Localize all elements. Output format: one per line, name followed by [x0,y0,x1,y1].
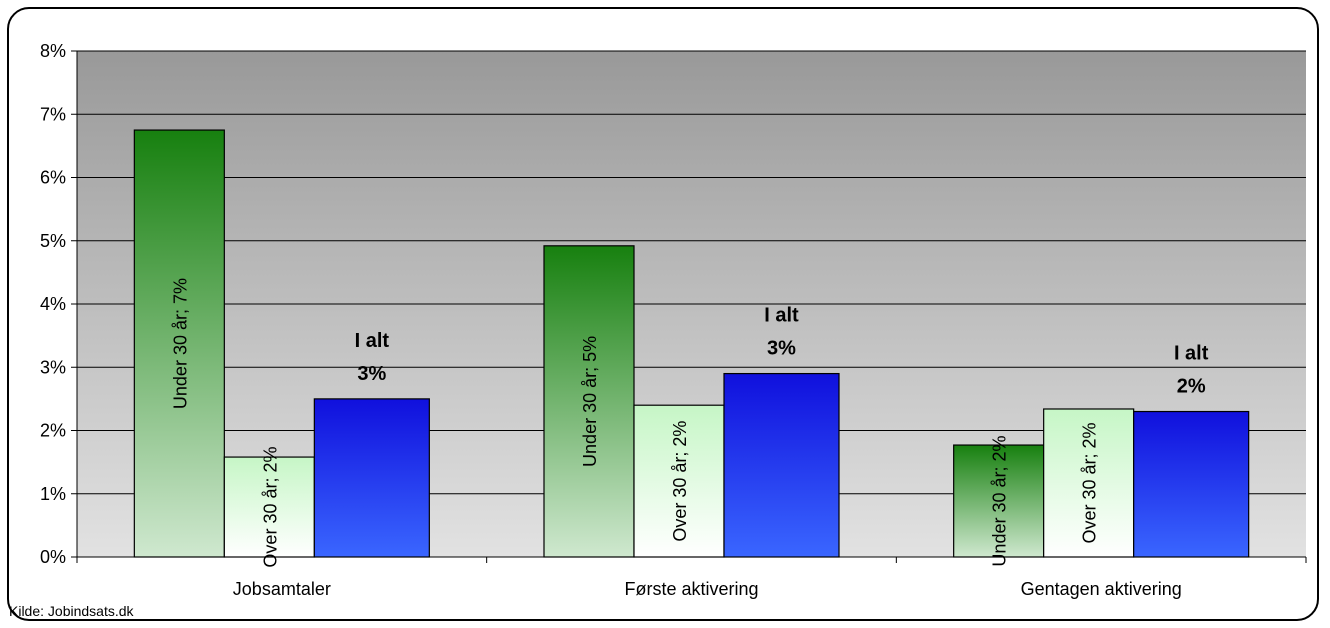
bar-data-label: Over 30 år; 2% [670,421,690,542]
y-tick-label: 3% [40,357,66,377]
y-tick-label: 8% [40,41,66,61]
y-tick-label: 5% [40,231,66,251]
y-tick-label: 1% [40,484,66,504]
y-tick-label: 0% [40,547,66,567]
bar-under-30-r-3 [953,444,1045,558]
y-tick-label: 7% [40,104,66,124]
total-label-name: I alt [355,330,390,352]
total-label-name: I alt [764,305,799,327]
bar-i-alt-3 [1133,410,1250,558]
bar-labels: Under 30 år; 7% Over 30 år; 2% I alt 3% Unde… [170,278,1208,568]
source-note: Kilde: Jobindsats.dk [9,603,134,619]
category-label: Første aktivering [624,579,758,599]
bar-data-label: Under 30 år; 7% [170,278,190,409]
total-label-value: 3% [357,363,386,385]
y-tick-label: 2% [40,421,66,441]
bar-data-label: Under 30 år; 5% [580,336,600,467]
bar-over-30-r-2 [633,404,725,558]
bar-under-30-r-1 [133,129,225,558]
bar-i-alt-2 [723,372,840,558]
bar-over-30-r-1 [223,456,315,558]
category-label: Gentagen aktivering [1021,579,1182,599]
bar-under-30-r-2 [543,245,635,558]
total-label-value: 3% [767,338,796,360]
bar-data-label: Under 30 år; 2% [990,435,1010,566]
bar-data-label: Over 30 år; 2% [1080,422,1100,543]
bars [133,129,1250,558]
category-labels: Jobsamtaler Første aktivering Gentagen akt… [233,579,1182,599]
total-label-name: I alt [1174,343,1209,365]
bar-i-alt-1 [313,398,430,558]
y-tick-label: 6% [40,168,66,188]
total-label-value: 2% [1177,376,1206,398]
y-tick-labels: 0% 1% 2% 3% 4% 5% 6% 7% 8% [40,41,66,567]
y-tick-label: 4% [40,294,66,314]
category-label: Jobsamtaler [233,579,331,599]
bar-over-30-r-3 [1043,408,1135,558]
bar-data-label: Over 30 år; 2% [260,447,280,568]
